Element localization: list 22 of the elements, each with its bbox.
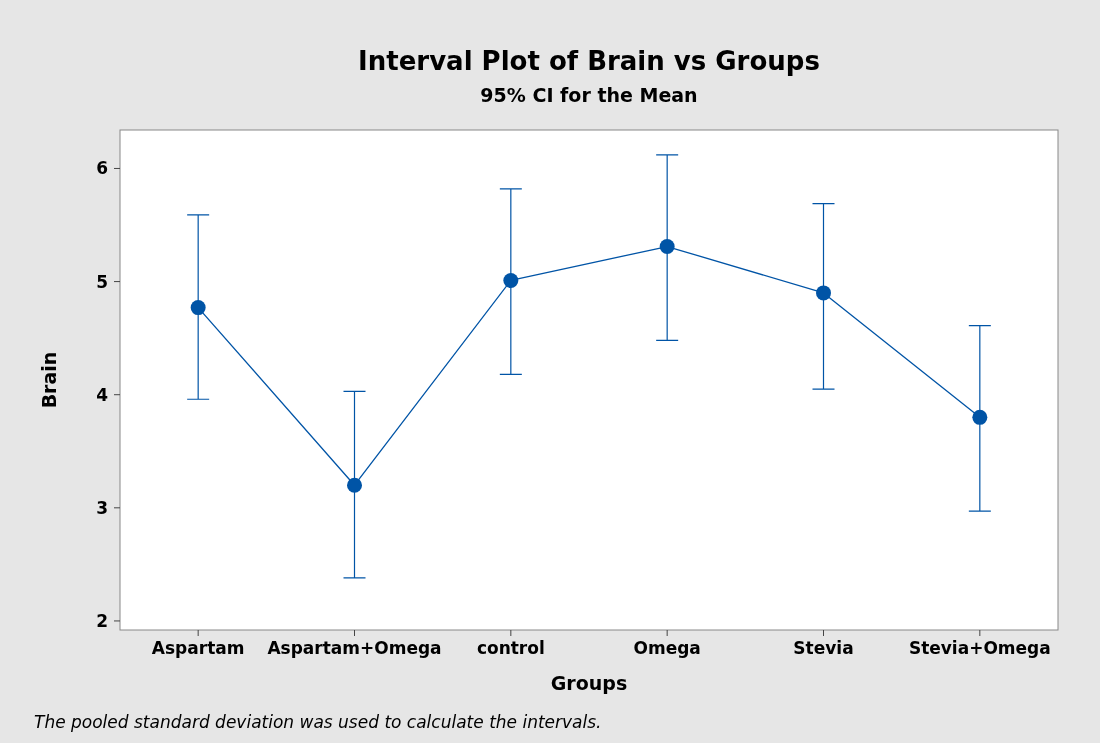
point (347, 477, 362, 493)
chart-subtitle: 95% CI for the Mean (480, 84, 698, 106)
y-tick-label: 2 (96, 610, 108, 631)
x-tick-label: Omega (633, 638, 701, 658)
y-tick-label: 3 (96, 497, 108, 518)
chart-title: Interval Plot of Brain vs Groups (358, 46, 820, 76)
y-tick-label: 4 (96, 384, 109, 405)
y-tick-label: 6 (96, 158, 108, 179)
x-axis-title: Groups (550, 672, 628, 694)
x-tick-label: Aspartam+Omega (267, 638, 442, 658)
y-tick-label: 5 (96, 271, 108, 292)
text: The pooled standard deviation was used to calculate the intervals. (34, 712, 602, 732)
x-tick-label: Stevia+Omega (908, 638, 1051, 658)
point (503, 272, 519, 288)
x-tick-label: Stevia (793, 638, 854, 658)
point (190, 300, 206, 316)
y-axis-title: Brain (38, 351, 60, 409)
point (972, 409, 988, 425)
x-tick-label: Aspartam (151, 638, 245, 658)
point (816, 285, 831, 301)
point (659, 239, 675, 255)
x-tick-label: control (476, 638, 545, 658)
